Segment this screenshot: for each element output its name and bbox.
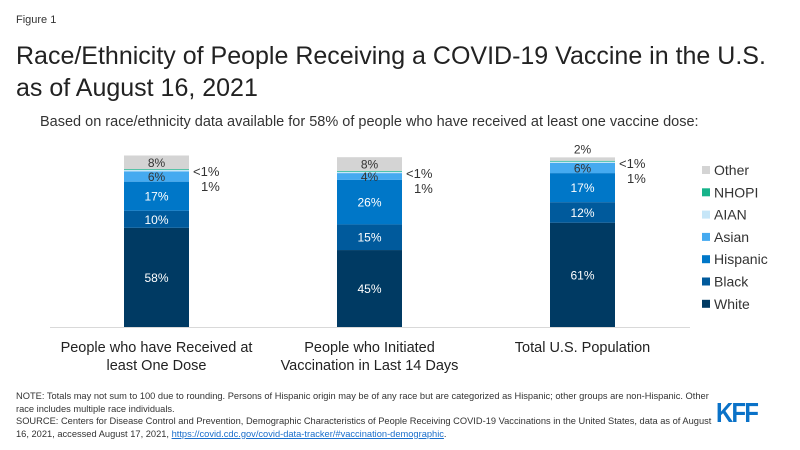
figure-label: Figure 1	[16, 14, 57, 26]
legend-swatch	[702, 277, 710, 286]
bar-segment-white	[124, 227, 189, 327]
category-label: Total U.S. Population	[515, 340, 650, 356]
footnote: NOTE: Totals may not sum to 100 due to r…	[16, 390, 716, 440]
data-label: 15%	[357, 231, 381, 245]
bar-segment-asian	[550, 162, 615, 174]
data-label: 17%	[144, 190, 168, 204]
bar-segment-other	[550, 157, 615, 161]
bar-segment-white	[550, 222, 615, 327]
bar-segment-other	[337, 157, 402, 171]
legend-swatch	[702, 299, 710, 308]
bar-segment-nhopi	[337, 170, 402, 172]
data-label: 1%	[414, 181, 433, 196]
bar-segment-nhopi	[124, 169, 189, 170]
bar-segment-hispanic	[337, 179, 402, 225]
data-label: 58%	[144, 271, 168, 285]
data-label: 1%	[627, 171, 646, 186]
data-label: 8%	[361, 158, 379, 172]
bar-segment-aian	[550, 161, 615, 163]
source-link[interactable]: https://covid.cdc.gov/covid-data-tracker…	[171, 428, 444, 439]
data-label: 8%	[148, 156, 166, 170]
legend-label: AIAN	[714, 207, 747, 223]
data-label: 1%	[201, 179, 220, 194]
data-label: 45%	[357, 282, 381, 296]
data-label: 6%	[574, 161, 592, 175]
data-label: 4%	[361, 170, 379, 184]
source-text: SOURCE: Centers for Disease Control and …	[16, 416, 712, 439]
data-label: <1%	[619, 156, 646, 171]
chart-title: Race/Ethnicity of People Receiving a COV…	[16, 42, 766, 102]
category-label: Vaccination in Last 14 Days	[281, 358, 459, 374]
category-label: least One Dose	[107, 358, 207, 374]
data-label: <1%	[406, 166, 433, 181]
data-label: 17%	[570, 181, 594, 195]
legend-swatch	[702, 166, 710, 174]
data-label: 10%	[144, 213, 168, 227]
data-label: 26%	[357, 196, 381, 210]
data-label: 6%	[148, 170, 166, 184]
note-text: NOTE: Totals may not sum to 100 due to r…	[16, 391, 709, 414]
legend-swatch	[702, 188, 710, 197]
bar-segment-black	[124, 210, 189, 228]
legend-label: Hispanic	[714, 251, 768, 267]
legend-label: NHOPI	[714, 184, 758, 200]
category-label: People who Initiated	[304, 340, 435, 356]
kff-logo: KFF	[716, 397, 759, 428]
data-label: 2%	[574, 142, 592, 156]
chart-subtitle: Based on race/ethnicity data available f…	[40, 114, 699, 130]
legend-label: Black	[714, 274, 749, 290]
data-label: 12%	[570, 206, 594, 220]
legend-label: Asian	[714, 229, 749, 245]
source-label: SOURCE: Centers for Disease Control and …	[16, 416, 712, 439]
legend-swatch	[702, 255, 710, 264]
category-label: People who have Received at	[61, 340, 253, 356]
bar-segment-black	[337, 224, 402, 251]
data-label: 61%	[570, 268, 594, 282]
bar-segment-asian	[124, 171, 189, 182]
bar-segment-asian	[337, 173, 402, 180]
bar-segment-other	[124, 155, 189, 170]
bar-segment-hispanic	[550, 173, 615, 203]
data-label: <1%	[193, 164, 220, 179]
legend-label: Other	[714, 162, 749, 178]
legend-label: White	[714, 296, 750, 312]
bar-segment-nhopi	[550, 160, 615, 162]
legend-swatch	[702, 210, 710, 219]
bar-segment-aian	[337, 171, 402, 174]
bar-segment-black	[550, 202, 615, 223]
bar-segment-aian	[124, 169, 189, 172]
bar-segment-white	[337, 250, 402, 327]
legend-swatch	[702, 232, 710, 241]
bar-segment-hispanic	[124, 181, 189, 211]
